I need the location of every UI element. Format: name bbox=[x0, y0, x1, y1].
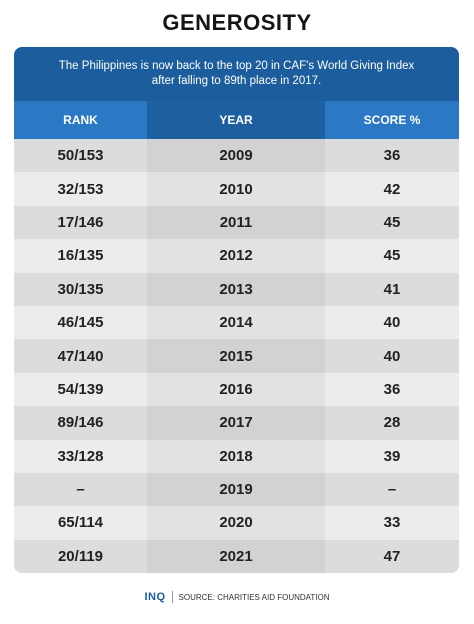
table-row: –2019– bbox=[14, 472, 459, 507]
score-cell: 47 bbox=[325, 539, 459, 573]
score-cell: 41 bbox=[325, 272, 459, 306]
rank-cell: 30/135 bbox=[14, 272, 147, 306]
score-cell: 36 bbox=[325, 372, 459, 407]
year-cell: 2020 bbox=[147, 506, 325, 540]
table-caption: The Philippines is now back to the top 2… bbox=[14, 47, 459, 101]
rank-cell: 16/135 bbox=[14, 239, 147, 273]
table-row: 33/128 2018 39 bbox=[14, 439, 459, 473]
year-cell: 2021 bbox=[147, 539, 325, 573]
year-cell: 2011 bbox=[147, 205, 325, 240]
column-header-score: SCORE % bbox=[325, 101, 459, 139]
inq-logo: INQ bbox=[144, 591, 173, 603]
source-footer: INQ SOURCE: CHARITIES AID FOUNDATION bbox=[0, 591, 474, 603]
table-row: 32/153 2010 42 bbox=[14, 172, 459, 206]
rank-cell: 47/140 bbox=[14, 339, 147, 373]
table-row: 20/119 2021 47 bbox=[14, 539, 459, 573]
table-row: 47/140 2015 40 bbox=[14, 339, 459, 373]
ranking-table: The Philippines is now back to the top 2… bbox=[14, 47, 459, 573]
rank-cell: – bbox=[14, 472, 147, 507]
score-cell: 42 bbox=[325, 172, 459, 206]
score-cell: 36 bbox=[325, 139, 459, 173]
score-cell: 45 bbox=[325, 239, 459, 273]
rank-cell: 50/153 bbox=[14, 139, 147, 173]
score-cell: 40 bbox=[325, 339, 459, 373]
rank-cell: 32/153 bbox=[14, 172, 147, 206]
year-cell: 2017 bbox=[147, 406, 325, 440]
year-cell: 2012 bbox=[147, 239, 325, 273]
score-cell: 33 bbox=[325, 506, 459, 540]
table-body: 50/153 2009 36 32/153 2010 42 17/146 2011 45 16/1… bbox=[14, 139, 459, 573]
table-row: 46/145 2014 40 bbox=[14, 305, 459, 340]
rank-cell: 46/145 bbox=[14, 305, 147, 340]
score-cell: 45 bbox=[325, 205, 459, 240]
year-cell: 2015 bbox=[147, 339, 325, 373]
table-row: 16/135 2012 45 bbox=[14, 239, 459, 273]
table-row: 89/146 2017 28 bbox=[14, 406, 459, 440]
score-cell: 39 bbox=[325, 439, 459, 473]
caption-line-1: The Philippines is now back to the top 2… bbox=[58, 60, 415, 72]
year-cell: 2010 bbox=[147, 172, 325, 206]
table-row: 54/139 2016 36 bbox=[14, 372, 459, 407]
table-row: 30/135 2013 41 bbox=[14, 272, 459, 306]
year-cell: 2019 bbox=[147, 472, 325, 507]
year-cell: 2018 bbox=[147, 439, 325, 473]
table-row: 50/153 2009 36 bbox=[14, 139, 459, 173]
column-header-year: YEAR bbox=[147, 101, 325, 139]
table-row: 65/114 2020 33 bbox=[14, 506, 459, 540]
column-header-rank: RANK bbox=[14, 101, 147, 139]
rank-cell: 54/139 bbox=[14, 372, 147, 407]
year-cell: 2009 bbox=[147, 139, 325, 173]
rank-cell: 20/119 bbox=[14, 539, 147, 573]
rank-cell: 89/146 bbox=[14, 406, 147, 440]
year-cell: 2016 bbox=[147, 372, 325, 407]
table-header: RANK YEAR SCORE % bbox=[14, 101, 459, 139]
score-cell: – bbox=[325, 472, 459, 507]
caption-line-2: after falling to 89th place in 2017. bbox=[151, 75, 322, 87]
table-row: 17/146 2011 45 bbox=[14, 205, 459, 240]
rank-cell: 33/128 bbox=[14, 439, 147, 473]
score-cell: 40 bbox=[325, 305, 459, 340]
score-cell: 28 bbox=[325, 406, 459, 440]
source-text: SOURCE: CHARITIES AID FOUNDATION bbox=[178, 592, 330, 602]
rank-cell: 17/146 bbox=[14, 205, 147, 240]
year-cell: 2014 bbox=[147, 305, 325, 340]
page-title: GENEROSITY bbox=[162, 10, 312, 35]
rank-cell: 65/114 bbox=[14, 506, 147, 540]
year-cell: 2013 bbox=[147, 272, 325, 306]
